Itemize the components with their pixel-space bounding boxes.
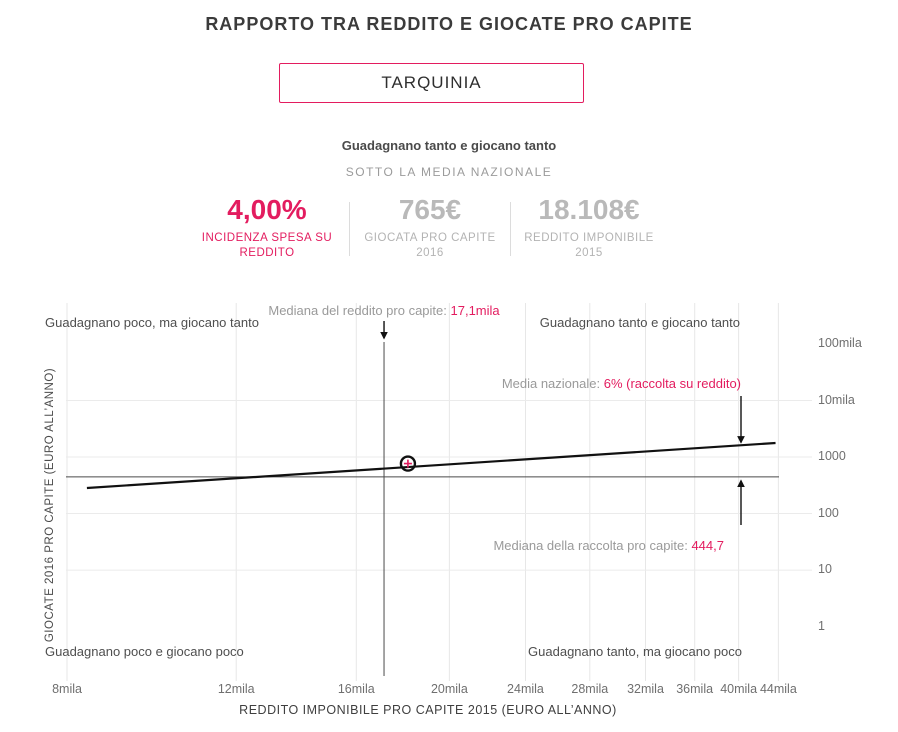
quadrant-label-top-right: Guadagnano tanto e giocano tanto bbox=[539, 315, 740, 330]
annotation-median-collection: Mediana della raccolta pro capite: 444,7 bbox=[493, 538, 724, 553]
quadrant-label-bottom-right: Guadagnano tanto, ma giocano poco bbox=[528, 644, 742, 659]
annotation-text: Media nazionale: bbox=[501, 376, 604, 391]
x-tick-label: 12mila bbox=[217, 682, 255, 696]
quadrant-label-bottom-left: Guadagnano poco e giocano poco bbox=[45, 644, 244, 659]
quadrant-label-top-left: Guadagnano poco, ma giocano tanto bbox=[45, 315, 259, 330]
x-tick-label: 24mila bbox=[507, 682, 544, 696]
y-tick-label: 1000 bbox=[818, 449, 846, 464]
x-tick-label: 40mila bbox=[720, 682, 758, 696]
x-tick-label: 28mila bbox=[571, 682, 609, 696]
annotation-value: 6% (raccolta su reddito) bbox=[603, 376, 741, 391]
annotation-text: Mediana del reddito pro capite: bbox=[268, 303, 451, 318]
y-tick-label: 100mila bbox=[818, 335, 862, 350]
annotation-value: 17,1mila bbox=[450, 303, 500, 318]
x-tick-label: 8mila bbox=[52, 682, 82, 696]
y-axis-label: GIOCATE 2016 PRO CAPITE (EURO ALL’ANNO) bbox=[44, 367, 56, 643]
x-axis-label: REDDITO IMPONIBILE PRO CAPITE 2015 (EURO… bbox=[239, 703, 617, 717]
y-tick-label: 1 bbox=[818, 618, 825, 633]
y-tick-label: 100 bbox=[818, 505, 839, 520]
y-tick-label: 10mila bbox=[818, 392, 855, 407]
x-tick-label: 32mila bbox=[627, 682, 664, 696]
y-tick-label: 10 bbox=[818, 562, 832, 577]
x-tick-label: 44mila bbox=[759, 682, 797, 696]
annotation-national-average: Media nazionale: 6% (raccolta su reddito… bbox=[502, 376, 741, 391]
x-tick-label: 36mila bbox=[676, 682, 714, 696]
annotation-median-income: Mediana del reddito pro capite: 17,1mila bbox=[268, 303, 499, 318]
x-tick-label: 20mila bbox=[430, 682, 468, 696]
annotation-text: Mediana della raccolta pro capite: bbox=[493, 538, 692, 553]
annotation-value: 444,7 bbox=[691, 538, 724, 553]
x-tick-label: 16mila bbox=[337, 682, 375, 696]
